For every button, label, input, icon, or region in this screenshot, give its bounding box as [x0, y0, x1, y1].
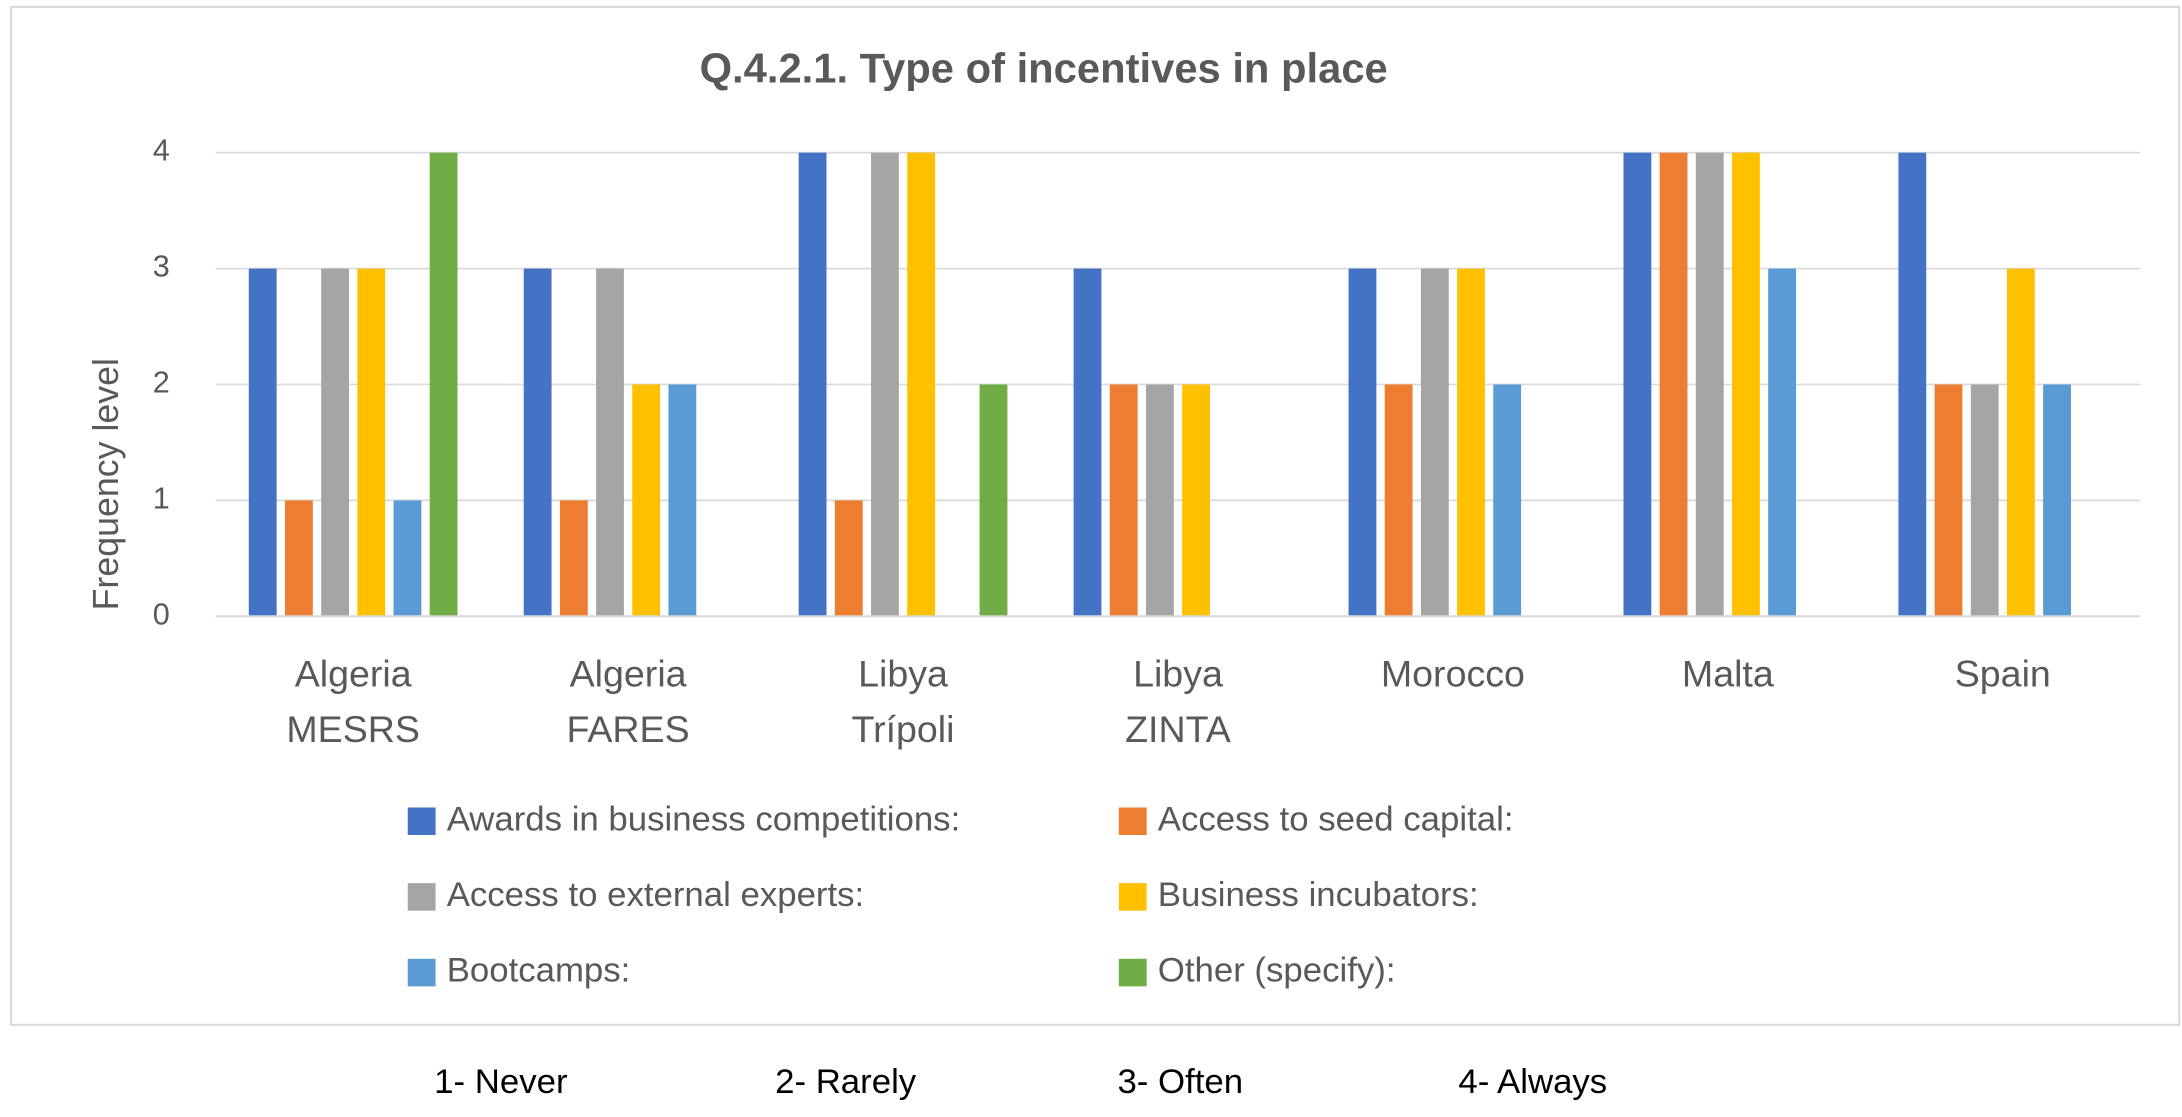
legend-label: Access to seed capital: [1158, 801, 1514, 839]
legend-swatch [407, 807, 436, 835]
x-tick-label: Malta [1682, 653, 1774, 695]
legend-swatch [407, 883, 436, 911]
scale-note: 1- Never [434, 1063, 567, 1101]
bar [1623, 152, 1652, 617]
x-tick-label: Spain [1955, 653, 2051, 695]
bar [1182, 384, 1210, 617]
x-tick-label: Libya Trípoli [852, 653, 955, 750]
bar [596, 268, 624, 617]
scale-note: 2- Rarely [775, 1063, 917, 1101]
bar [632, 384, 661, 617]
x-tick-label: Morocco [1381, 653, 1525, 695]
bar [1073, 268, 1102, 617]
x-tick-label: Libya ZINTA [1125, 653, 1231, 750]
legend-label: Other (specify): [1158, 952, 1396, 990]
bar [1659, 152, 1688, 617]
bar [2043, 384, 2071, 617]
y-tick-label: 1 [153, 482, 170, 516]
bar [429, 152, 458, 617]
bar [1732, 152, 1760, 617]
legend-label: Awards in business competitions: [447, 801, 961, 839]
bar [1934, 384, 1963, 617]
y-tick-label: 0 [153, 597, 170, 631]
chart-title: Q.4.2.1. Type of incentives in place [700, 45, 1388, 92]
legend-label: Bootcamps: [447, 952, 631, 990]
bar [1898, 152, 1927, 617]
bar [1109, 384, 1138, 617]
legend-swatch [1118, 883, 1147, 911]
legend-swatch [407, 958, 436, 987]
bar [907, 152, 936, 617]
bar [284, 500, 313, 617]
bar [559, 500, 588, 617]
scale-note: 4- Always [1458, 1063, 1607, 1101]
bar [523, 268, 552, 617]
x-tick-label: Algeria FARES [567, 653, 690, 750]
bar [834, 500, 863, 617]
legend-label: Business incubators: [1158, 876, 1479, 914]
bar [871, 152, 899, 617]
x-tick-label: Algeria MESRS [286, 653, 420, 750]
bar [393, 500, 422, 617]
bar [321, 268, 349, 617]
bar [2006, 268, 2035, 617]
legend-swatch [1118, 807, 1147, 835]
bar [248, 268, 277, 617]
bar [1695, 152, 1724, 617]
bar [1493, 384, 1522, 617]
y-tick-label: 4 [153, 134, 170, 168]
bar [1420, 268, 1449, 617]
bar [668, 384, 697, 617]
scale-note: 3- Often [1117, 1063, 1243, 1101]
bar [1457, 268, 1485, 617]
legend-swatch [1118, 958, 1147, 987]
bar [1768, 268, 1797, 617]
y-axis-label: Frequency level [85, 358, 126, 610]
bar [1970, 384, 1999, 617]
legend-label: Access to external experts: [447, 876, 865, 914]
y-tick-label: 3 [153, 250, 170, 284]
bar [1145, 384, 1174, 617]
bar [979, 384, 1008, 617]
bar [357, 268, 386, 617]
bar [798, 152, 827, 617]
bar [1348, 268, 1377, 617]
y-tick-label: 2 [153, 366, 170, 400]
bar [1384, 384, 1413, 617]
